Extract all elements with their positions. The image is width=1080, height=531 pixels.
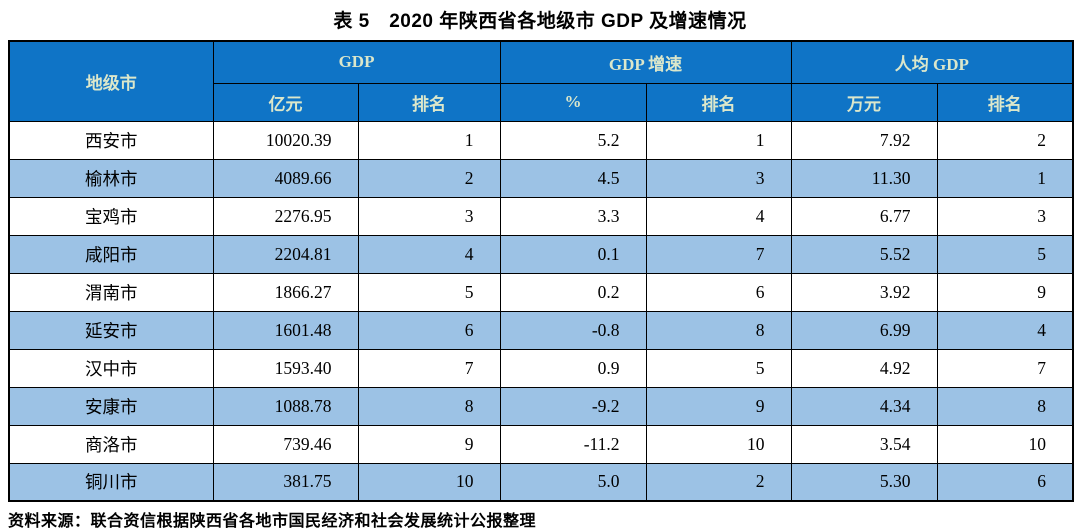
- source-note: 资料来源：联合资信根据陕西省各地市国民经济和社会发展统计公报整理: [8, 513, 537, 530]
- percap-value-cell: 11.30: [790, 158, 938, 198]
- header-city: 地级市: [8, 40, 214, 122]
- table-row: 榆林市 4089.66 2 4.5 3 11.30 1: [8, 158, 1074, 198]
- percap-value-cell: 5.30: [790, 462, 938, 502]
- city-cell: 渭南市: [8, 272, 214, 312]
- table-header: 地级市 GDP GDP 增速 人均 GDP 亿元 排名 % 排名 万元 排名: [8, 40, 1074, 122]
- growth-rank-cell: 4: [645, 196, 792, 236]
- header-group-gdp-growth: GDP 增速: [499, 40, 792, 84]
- gdp-value-cell: 2276.95: [212, 196, 359, 236]
- gdp-rank-cell: 7: [357, 348, 501, 388]
- gdp-rank-cell: 3: [357, 196, 501, 236]
- header-gdp-rank: 排名: [357, 82, 501, 122]
- table-row: 铜川市 381.75 10 5.0 2 5.30 6: [8, 462, 1074, 502]
- growth-value-cell: -0.8: [499, 310, 647, 350]
- gdp-rank-cell: 2: [357, 158, 501, 198]
- table-row: 渭南市 1866.27 5 0.2 6 3.92 9: [8, 272, 1074, 312]
- growth-rank-cell: 9: [645, 386, 792, 426]
- table-body: 西安市 10020.39 1 5.2 1 7.92 2 榆林市 4089.66 2 4.5 3 11.3…: [8, 120, 1074, 502]
- gdp-value-cell: 4089.66: [212, 158, 359, 198]
- gdp-value-cell: 1593.40: [212, 348, 359, 388]
- gdp-table: 地级市 GDP GDP 增速 人均 GDP 亿元 排名 % 排名 万元 排名 西…: [8, 40, 1075, 502]
- percap-value-cell: 4.92: [790, 348, 938, 388]
- percap-rank-cell: 6: [936, 462, 1074, 502]
- gdp-value-cell: 10020.39: [212, 120, 359, 160]
- percap-value-cell: 4.34: [790, 386, 938, 426]
- gdp-rank-cell: 4: [357, 234, 501, 274]
- percap-value-cell: 6.99: [790, 310, 938, 350]
- city-cell: 安康市: [8, 386, 214, 426]
- gdp-rank-cell: 1: [357, 120, 501, 160]
- growth-rank-cell: 3: [645, 158, 792, 198]
- percap-rank-cell: 9: [936, 272, 1074, 312]
- gdp-rank-cell: 10: [357, 462, 501, 502]
- growth-value-cell: 4.5: [499, 158, 647, 198]
- growth-rank-cell: 8: [645, 310, 792, 350]
- header-growth-rank: 排名: [645, 82, 792, 122]
- percap-value-cell: 3.54: [790, 424, 938, 464]
- percap-rank-cell: 1: [936, 158, 1074, 198]
- percap-value-cell: 5.52: [790, 234, 938, 274]
- gdp-value-cell: 1088.78: [212, 386, 359, 426]
- percap-rank-cell: 5: [936, 234, 1074, 274]
- percap-value-cell: 6.77: [790, 196, 938, 236]
- header-group-gdp: GDP: [212, 40, 501, 84]
- growth-value-cell: -9.2: [499, 386, 647, 426]
- growth-rank-cell: 2: [645, 462, 792, 502]
- gdp-value-cell: 739.46: [212, 424, 359, 464]
- percap-value-cell: 3.92: [790, 272, 938, 312]
- table-caption: 表 5 2020 年陕西省各地级市 GDP 及增速情况: [333, 11, 747, 32]
- gdp-rank-cell: 6: [357, 310, 501, 350]
- table-row: 咸阳市 2204.81 4 0.1 7 5.52 5: [8, 234, 1074, 274]
- table-row: 商洛市 739.46 9 -11.2 10 3.54 10: [8, 424, 1074, 464]
- gdp-rank-cell: 9: [357, 424, 501, 464]
- growth-value-cell: -11.2: [499, 424, 647, 464]
- growth-rank-cell: 10: [645, 424, 792, 464]
- percap-value-cell: 7.92: [790, 120, 938, 160]
- percap-rank-cell: 7: [936, 348, 1074, 388]
- city-cell: 咸阳市: [8, 234, 214, 274]
- growth-value-cell: 0.2: [499, 272, 647, 312]
- table-row: 西安市 10020.39 1 5.2 1 7.92 2: [8, 120, 1074, 160]
- percap-rank-cell: 4: [936, 310, 1074, 350]
- city-cell: 西安市: [8, 120, 214, 160]
- growth-value-cell: 0.9: [499, 348, 647, 388]
- growth-value-cell: 5.2: [499, 120, 647, 160]
- city-cell: 汉中市: [8, 348, 214, 388]
- table-row: 安康市 1088.78 8 -9.2 9 4.34 8: [8, 386, 1074, 426]
- header-group-gdp-per-capita: 人均 GDP: [790, 40, 1074, 84]
- gdp-value-cell: 2204.81: [212, 234, 359, 274]
- gdp-value-cell: 1601.48: [212, 310, 359, 350]
- city-cell: 延安市: [8, 310, 214, 350]
- city-cell: 宝鸡市: [8, 196, 214, 236]
- header-gdp-unit: 亿元: [212, 82, 359, 122]
- gdp-value-cell: 381.75: [212, 462, 359, 502]
- city-cell: 铜川市: [8, 462, 214, 502]
- table-row: 延安市 1601.48 6 -0.8 8 6.99 4: [8, 310, 1074, 350]
- gdp-rank-cell: 8: [357, 386, 501, 426]
- table-row: 宝鸡市 2276.95 3 3.3 4 6.77 3: [8, 196, 1074, 236]
- growth-rank-cell: 7: [645, 234, 792, 274]
- growth-value-cell: 0.1: [499, 234, 647, 274]
- gdp-rank-cell: 5: [357, 272, 501, 312]
- percap-rank-cell: 2: [936, 120, 1074, 160]
- growth-rank-cell: 5: [645, 348, 792, 388]
- city-cell: 榆林市: [8, 158, 214, 198]
- percap-rank-cell: 10: [936, 424, 1074, 464]
- percap-rank-cell: 3: [936, 196, 1074, 236]
- growth-value-cell: 5.0: [499, 462, 647, 502]
- growth-value-cell: 3.3: [499, 196, 647, 236]
- header-growth-unit: %: [499, 82, 647, 122]
- growth-rank-cell: 6: [645, 272, 792, 312]
- gdp-value-cell: 1866.27: [212, 272, 359, 312]
- header-percap-rank: 排名: [936, 82, 1074, 122]
- growth-rank-cell: 1: [645, 120, 792, 160]
- percap-rank-cell: 8: [936, 386, 1074, 426]
- city-cell: 商洛市: [8, 424, 214, 464]
- header-percap-unit: 万元: [790, 82, 938, 122]
- table-row: 汉中市 1593.40 7 0.9 5 4.92 7: [8, 348, 1074, 388]
